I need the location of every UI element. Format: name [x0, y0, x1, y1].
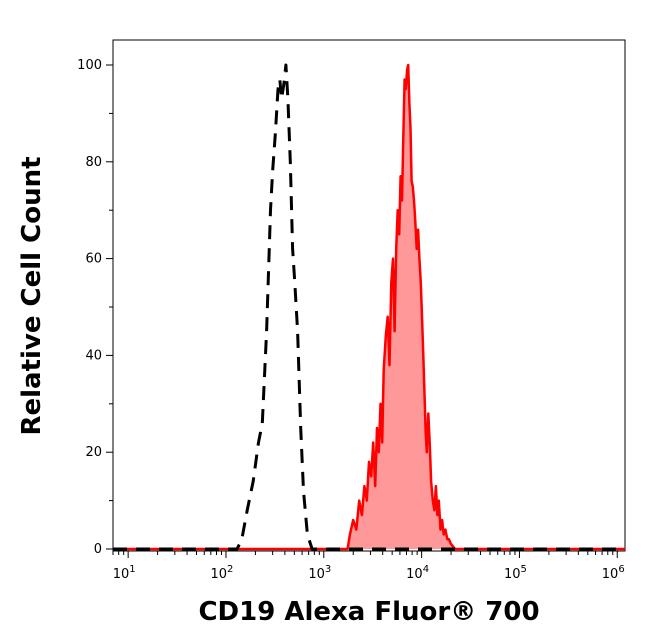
y-tick-label: 0: [94, 542, 102, 557]
y-tick-label: 80: [85, 155, 102, 170]
x-axis-ticks: 101 102 103 104 105 106: [112, 551, 625, 582]
y-tick-label: 20: [85, 445, 102, 460]
series-layer: [113, 63, 625, 551]
x-tick-label: 102: [211, 564, 234, 582]
y-axis-ticks: 0 20 40 60 80 100: [77, 58, 113, 557]
x-tick-exponent: 4: [423, 564, 429, 575]
x-tick-exponent: 1: [129, 564, 135, 575]
x-tick-exponent: 2: [227, 564, 233, 575]
x-tick-label: 104: [406, 564, 429, 582]
y-tick-label: 40: [85, 348, 102, 363]
y-tick-label: 60: [85, 252, 102, 267]
stained-series-line: [113, 63, 625, 551]
x-tick-exponent: 3: [325, 564, 331, 575]
x-tick-exponent: 5: [521, 564, 527, 575]
x-tick-label: 101: [113, 564, 136, 582]
plot-frame: [112, 39, 626, 552]
x-tick-label: 103: [308, 564, 331, 582]
y-tick-label: 100: [77, 58, 102, 73]
control-series-line: [113, 63, 625, 551]
x-tick-label: 106: [602, 564, 625, 582]
x-tick-label: 105: [504, 564, 527, 582]
y-axis-title: Relative Cell Count: [17, 156, 47, 435]
x-axis-title: CD19 Alexa Fluor® 700: [198, 597, 539, 627]
x-tick-exponent: 6: [618, 564, 624, 575]
